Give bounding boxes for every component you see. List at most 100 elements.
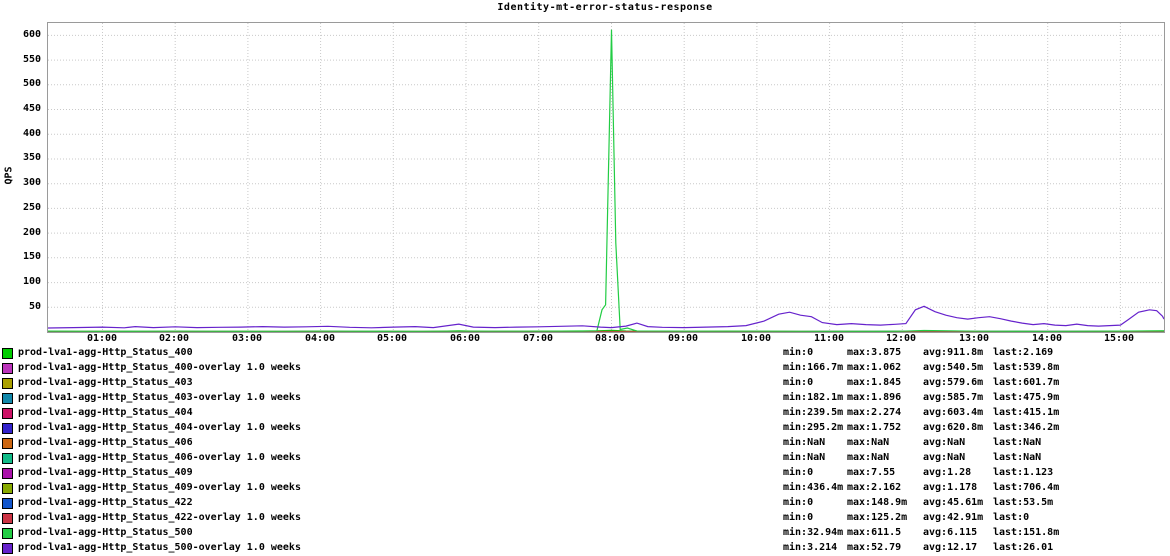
series-stat-avg: avg:12.17	[923, 542, 978, 553]
series-stat-avg: avg:NaN	[923, 437, 966, 448]
series-label: prod-lva1-agg-Http_Status_403	[18, 377, 193, 388]
series-stat-last: last:415.1m	[993, 407, 1060, 418]
series-color-swatch	[2, 468, 13, 479]
series-stat-avg: avg:6.115	[923, 527, 978, 538]
series-label: prod-lva1-agg-Http_Status_422-overlay 1.…	[18, 512, 301, 523]
series-label: prod-lva1-agg-Http_Status_403-overlay 1.…	[18, 392, 301, 403]
series-stat-last: last:706.4m	[993, 482, 1060, 493]
series-stat-avg: avg:45.61m	[923, 497, 984, 508]
series-stat-max: max:1.845	[847, 377, 902, 388]
legend-row: prod-lva1-agg-Http_Status_409 min:0 max:7.…	[0, 466, 1170, 481]
legend-row: prod-lva1-agg-Http_Status_406-overlay 1.…	[0, 451, 1170, 466]
legend-row: prod-lva1-agg-Http_Status_406 min:NaN max:…	[0, 436, 1170, 451]
series-color-swatch	[2, 543, 13, 554]
y-tick-label: 500	[22, 78, 41, 89]
x-tick-label: 07:00	[522, 333, 554, 344]
series-stat-max: max:148.9m	[847, 497, 908, 508]
series-stat-avg: avg:620.8m	[923, 422, 984, 433]
series-stat-avg: avg:1.28	[923, 467, 972, 478]
series-stat-last: last:NaN	[993, 437, 1042, 448]
y-tick-label: 350	[22, 152, 41, 163]
series-stat-min: min:166.7m	[783, 362, 844, 373]
x-tick-label: 13:00	[958, 333, 990, 344]
y-tick-label: 200	[22, 227, 41, 238]
series-stat-avg: avg:1.178	[923, 482, 978, 493]
series-label: prod-lva1-agg-Http_Status_422	[18, 497, 193, 508]
series-stat-last: last:1.123	[993, 467, 1054, 478]
series-stat-last: last:26.01	[993, 542, 1054, 553]
chart-canvas	[48, 23, 1164, 332]
series-stat-max: max:3.875	[847, 347, 902, 358]
series-stat-avg: avg:NaN	[923, 452, 966, 463]
series-stat-max: max:52.79	[847, 542, 902, 553]
series-stat-last: last:2.169	[993, 347, 1054, 358]
series-stat-max: max:2.162	[847, 482, 902, 493]
series-color-swatch	[2, 408, 13, 419]
series-color-swatch	[2, 498, 13, 509]
series-stat-min: min:NaN	[783, 452, 826, 463]
legend-row: prod-lva1-agg-Http_Status_400-overlay 1.…	[0, 361, 1170, 376]
series-stat-last: last:0	[993, 512, 1030, 523]
series-line	[48, 305, 1164, 329]
legend-row: prod-lva1-agg-Http_Status_400 min:0 max:3.…	[0, 346, 1170, 361]
series-stat-max: max:2.274	[847, 407, 902, 418]
chart-title: Identity-mt-error-status-response	[497, 2, 713, 13]
series-stat-avg: avg:585.7m	[923, 392, 984, 403]
series-stat-min: min:0	[783, 497, 814, 508]
series-stat-last: last:53.5m	[993, 497, 1054, 508]
series-stat-last: last:346.2m	[993, 422, 1060, 433]
series-stat-min: min:239.5m	[783, 407, 844, 418]
series-stat-avg: avg:579.6m	[923, 377, 984, 388]
series-stat-last: last:475.9m	[993, 392, 1060, 403]
legend-row: prod-lva1-agg-Http_Status_403 min:0 max:1.…	[0, 376, 1170, 391]
y-tick-label: 600	[22, 29, 41, 40]
x-tick-label: 10:00	[740, 333, 772, 344]
series-label: prod-lva1-agg-Http_Status_409-overlay 1.…	[18, 482, 301, 493]
x-tick-label: 09:00	[667, 333, 699, 344]
series-color-swatch	[2, 378, 13, 389]
series-label: prod-lva1-agg-Http_Status_406-overlay 1.…	[18, 452, 301, 463]
series-color-swatch	[2, 483, 13, 494]
y-tick-label: 150	[22, 251, 41, 262]
x-tick-label: 12:00	[885, 333, 917, 344]
series-color-swatch	[2, 513, 13, 524]
legend-row: prod-lva1-agg-Http_Status_422-overlay 1.…	[0, 511, 1170, 526]
legend-row: prod-lva1-agg-Http_Status_404-overlay 1.…	[0, 421, 1170, 436]
series-stat-min: min:436.4m	[783, 482, 844, 493]
series-stat-max: max:125.2m	[847, 512, 908, 523]
y-tick-label: 300	[22, 177, 41, 188]
y-tick-label: 100	[22, 276, 41, 287]
series-label: prod-lva1-agg-Http_Status_500-overlay 1.…	[18, 542, 301, 553]
series-stat-max: max:7.55	[847, 467, 896, 478]
x-tick-label: 05:00	[376, 333, 408, 344]
series-stat-avg: avg:42.91m	[923, 512, 984, 523]
series-stat-avg: avg:540.5m	[923, 362, 984, 373]
series-color-swatch	[2, 528, 13, 539]
legend-row: prod-lva1-agg-Http_Status_500-overlay 1.…	[0, 541, 1170, 556]
legend-row: prod-lva1-agg-Http_Status_409-overlay 1.…	[0, 481, 1170, 496]
y-tick-label: 450	[22, 103, 41, 114]
y-tick-label: 400	[22, 128, 41, 139]
series-stat-avg: avg:911.8m	[923, 347, 984, 358]
series-color-swatch	[2, 393, 13, 404]
series-stat-last: last:601.7m	[993, 377, 1060, 388]
chart-plot	[47, 22, 1165, 333]
series-stat-max: max:NaN	[847, 437, 890, 448]
legend-row: prod-lva1-agg-Http_Status_422 min:0 max:14…	[0, 496, 1170, 511]
series-color-swatch	[2, 438, 13, 449]
series-stat-last: last:539.8m	[993, 362, 1060, 373]
series-label: prod-lva1-agg-Http_Status_400-overlay 1.…	[18, 362, 301, 373]
series-stat-min: min:182.1m	[783, 392, 844, 403]
legend-row: prod-lva1-agg-Http_Status_403-overlay 1.…	[0, 391, 1170, 406]
x-tick-label: 04:00	[304, 333, 336, 344]
series-label: prod-lva1-agg-Http_Status_406	[18, 437, 193, 448]
series-stat-last: last:NaN	[993, 452, 1042, 463]
series-stat-min: min:3.214	[783, 542, 838, 553]
series-stat-min: min:0	[783, 467, 814, 478]
series-color-swatch	[2, 453, 13, 464]
series-color-swatch	[2, 423, 13, 434]
series-stat-max: max:NaN	[847, 452, 890, 463]
x-tick-label: 06:00	[449, 333, 481, 344]
x-tick-label: 03:00	[231, 333, 263, 344]
